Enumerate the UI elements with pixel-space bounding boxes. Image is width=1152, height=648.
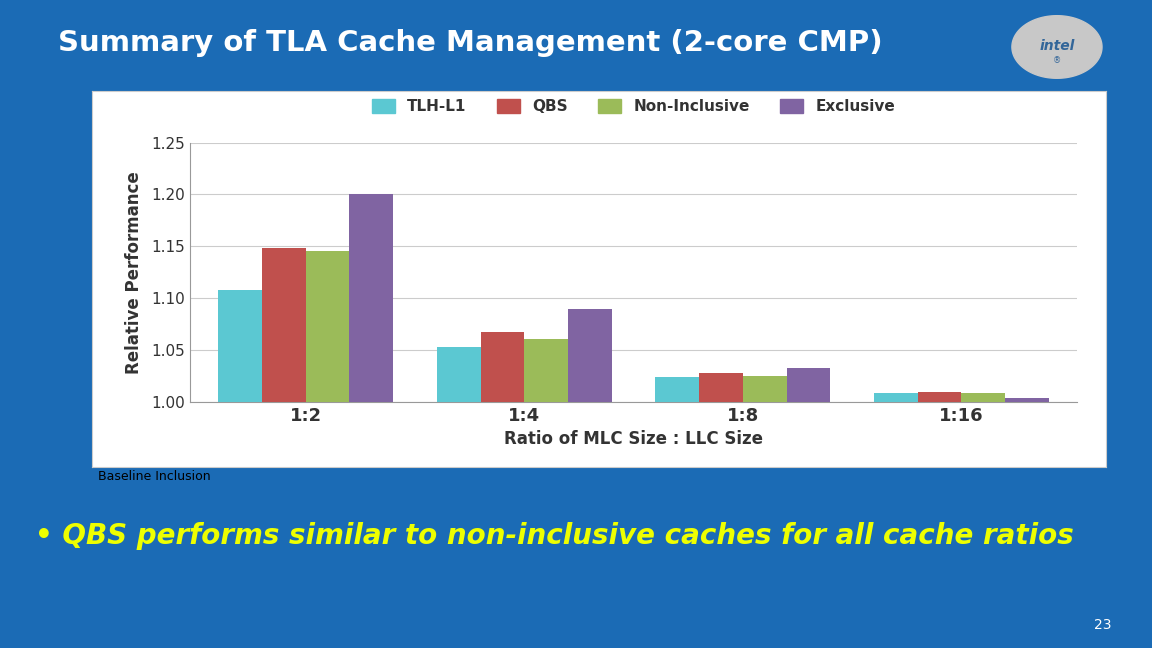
Bar bbox=[874, 393, 918, 402]
Polygon shape bbox=[1018, 20, 1097, 74]
Bar bbox=[655, 377, 699, 402]
Text: intel: intel bbox=[1039, 39, 1075, 52]
Bar bbox=[349, 194, 393, 402]
Text: ®: ® bbox=[1053, 56, 1061, 65]
Text: Summary of TLA Cache Management (2-core CMP): Summary of TLA Cache Management (2-core … bbox=[58, 29, 882, 57]
Bar bbox=[524, 338, 568, 402]
Bar bbox=[699, 373, 743, 402]
Bar bbox=[787, 367, 831, 402]
X-axis label: Ratio of MLC Size : LLC Size: Ratio of MLC Size : LLC Size bbox=[505, 430, 763, 448]
Y-axis label: Relative Performance: Relative Performance bbox=[126, 171, 143, 373]
Bar bbox=[918, 393, 962, 402]
Polygon shape bbox=[1011, 16, 1102, 78]
Text: Baseline Inclusion: Baseline Inclusion bbox=[98, 470, 211, 483]
Legend: TLH-L1, QBS, Non-Inclusive, Exclusive: TLH-L1, QBS, Non-Inclusive, Exclusive bbox=[366, 93, 901, 121]
Bar bbox=[262, 248, 305, 402]
Text: 23: 23 bbox=[1094, 618, 1112, 632]
Bar bbox=[962, 393, 1006, 402]
Bar bbox=[437, 347, 480, 402]
Bar bbox=[305, 251, 349, 402]
Bar bbox=[1006, 398, 1048, 402]
Bar bbox=[219, 290, 262, 402]
Bar bbox=[480, 332, 524, 402]
Bar bbox=[568, 310, 612, 402]
Bar bbox=[743, 376, 787, 402]
Text: • QBS performs similar to non-inclusive caches for all cache ratios: • QBS performs similar to non-inclusive … bbox=[35, 522, 1074, 550]
